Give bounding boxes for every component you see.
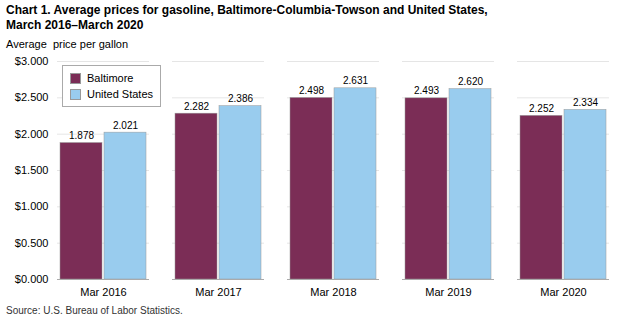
svg-text:2.021: 2.021	[113, 120, 138, 131]
svg-text:2.493: 2.493	[414, 85, 439, 96]
svg-text:$1.500: $1.500	[15, 164, 49, 176]
svg-text:Mar 2019: Mar 2019	[425, 286, 471, 298]
svg-text:2.498: 2.498	[299, 85, 324, 96]
html-text:Average price per gallon: Average price per gallon	[6, 38, 129, 50]
html-text:Source: U.S. Bureau of Labor S: Source: U.S. Bureau of Labor Statistics.	[6, 305, 183, 316]
html-text:United States: United States	[87, 88, 153, 100]
html-text:Baltimore: Baltimore	[87, 72, 134, 84]
svg-text:$2.000: $2.000	[15, 128, 49, 140]
svg-text:Mar 2017: Mar 2017	[195, 286, 241, 298]
svg-text:$2.500: $2.500	[15, 91, 49, 103]
svg-text:$1.000: $1.000	[15, 200, 49, 212]
svg-text:2.620: 2.620	[458, 76, 483, 87]
svg-text:2.282: 2.282	[184, 101, 209, 112]
html-text:Chart 1. Average prices for ga: Chart 1. Average prices for gasoline, Ba…	[6, 3, 488, 17]
svg-text:1.878: 1.878	[69, 130, 94, 141]
svg-text:Mar 2018: Mar 2018	[310, 286, 356, 298]
svg-text:Mar 2020: Mar 2020	[540, 286, 586, 298]
svg-text:2.334: 2.334	[573, 97, 598, 108]
svg-text:$3.000: $3.000	[15, 55, 49, 67]
svg-text:2.386: 2.386	[228, 93, 253, 104]
svg-text:2.252: 2.252	[529, 103, 554, 114]
html-text:March 2016–March 2020: March 2016–March 2020	[6, 18, 144, 32]
svg-text:2.631: 2.631	[343, 75, 368, 86]
svg-text:Mar 2016: Mar 2016	[80, 286, 126, 298]
svg-text:$0.000: $0.000	[15, 273, 49, 285]
svg-text:$0.500: $0.500	[15, 237, 49, 249]
